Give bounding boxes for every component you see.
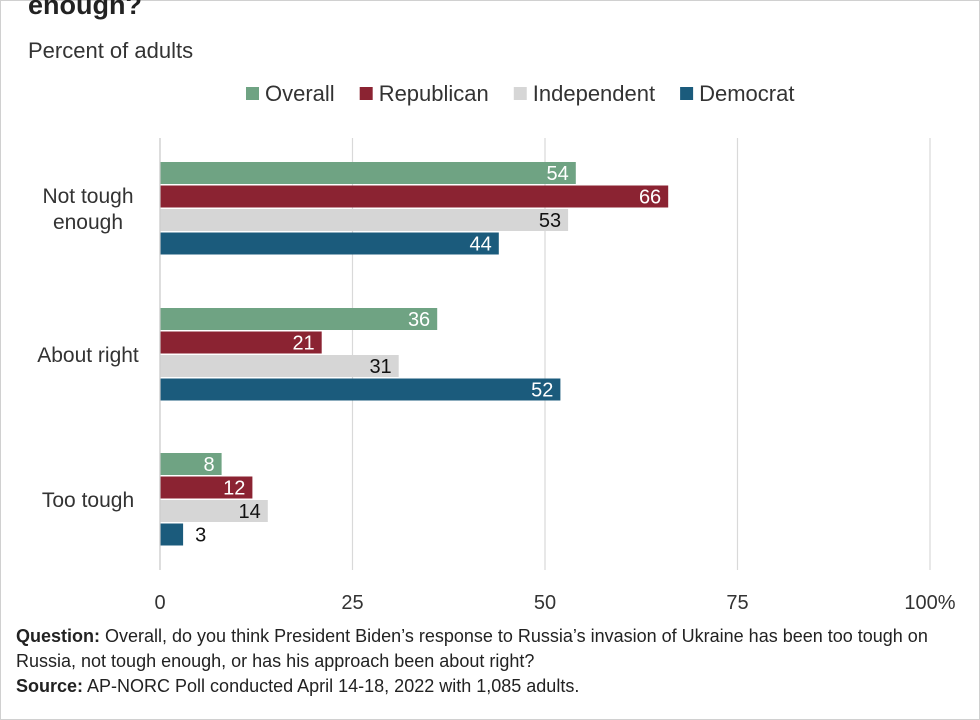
data-label-2-1: 12 — [223, 478, 245, 500]
data-label-1-0: 36 — [408, 309, 430, 331]
chart-notes: Question: Overall, do you think Presiden… — [16, 624, 966, 699]
legend-label-1: Republican — [379, 81, 489, 106]
legend-swatch-0 — [246, 87, 259, 100]
data-label-1-3: 52 — [531, 380, 553, 402]
category-label-0-1: enough — [53, 211, 123, 234]
bar-1-0 — [160, 308, 438, 330]
bar-0-2 — [160, 209, 569, 231]
x-tick-label-4: 100% — [904, 592, 955, 614]
legend-label-2: Independent — [533, 81, 655, 106]
bar-2-2 — [160, 500, 268, 522]
legend-label-0: Overall — [265, 81, 335, 106]
data-label-1-2: 31 — [369, 356, 391, 378]
bar-1-3 — [160, 378, 561, 401]
data-label-0-3: 44 — [470, 234, 492, 256]
question-text: Overall, do you think President Biden’s … — [16, 626, 928, 671]
data-label-0-0: 54 — [547, 163, 569, 185]
legend-label-3: Democrat — [699, 81, 794, 106]
source-label: Source: — [16, 676, 84, 696]
legend-swatch-3 — [680, 87, 694, 100]
question-note: Question: Overall, do you think Presiden… — [16, 624, 966, 674]
chart-title: enough? — [28, 0, 142, 20]
bar-2-1 — [160, 476, 253, 499]
x-tick-label-2: 50 — [534, 592, 556, 614]
bar-0-0 — [160, 162, 576, 184]
bar-0-3 — [160, 232, 499, 255]
data-label-0-2: 53 — [539, 210, 561, 232]
category-label-0-0: Not tough — [42, 185, 133, 208]
bar-chart: Overall Republican Independent Democrat 0 25 5… — [37, 81, 956, 614]
bar-2-0 — [160, 453, 222, 475]
bar-2-3 — [160, 523, 184, 546]
data-label-0-1: 66 — [639, 187, 661, 209]
x-tick-label-1: 25 — [341, 592, 363, 614]
chart-subtitle: Percent of adults — [28, 38, 194, 63]
question-label: Question: — [16, 626, 100, 646]
source-text: AP-NORC Poll conducted April 14-18, 2022… — [83, 676, 580, 696]
legend-swatch-1 — [359, 87, 373, 100]
category-label-2-0: Too tough — [42, 489, 134, 512]
data-label-1-1: 21 — [292, 333, 314, 355]
bar-1-1 — [160, 331, 322, 354]
category-label-1-0: About right — [37, 344, 139, 367]
legend-swatch-2 — [513, 87, 527, 100]
bar-0-1 — [160, 185, 669, 208]
data-label-2-0: 8 — [203, 454, 214, 476]
source-note: Source: AP-NORC Poll conducted April 14-… — [16, 674, 966, 699]
x-tick-label-3: 75 — [726, 592, 748, 614]
data-label-2-3: 3 — [195, 525, 206, 547]
bar-1-2 — [160, 355, 399, 377]
data-label-2-2: 14 — [239, 501, 261, 523]
x-tick-label-0: 0 — [154, 592, 165, 614]
